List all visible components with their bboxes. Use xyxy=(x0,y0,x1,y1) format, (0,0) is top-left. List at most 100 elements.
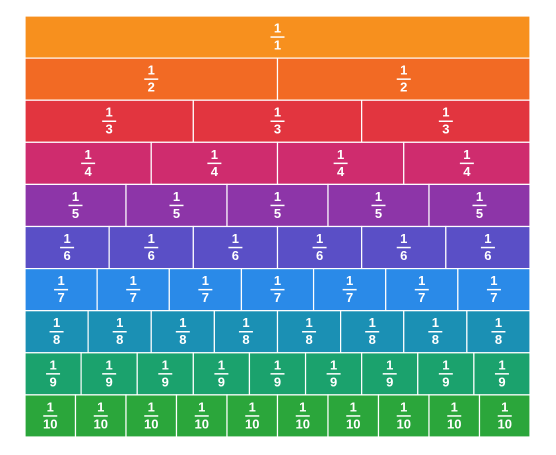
numerator: 1 xyxy=(476,189,483,204)
denominator: 5 xyxy=(274,206,281,221)
denominator: 5 xyxy=(476,206,483,221)
numerator: 1 xyxy=(495,315,502,330)
numerator: 1 xyxy=(211,147,218,162)
numerator: 1 xyxy=(148,399,155,414)
numerator: 1 xyxy=(242,315,249,330)
denominator: 10 xyxy=(245,416,259,431)
numerator: 1 xyxy=(47,399,54,414)
denominator: 6 xyxy=(316,248,323,263)
denominator: 10 xyxy=(346,416,360,431)
denominator: 10 xyxy=(296,416,310,431)
denominator: 2 xyxy=(400,80,407,95)
denominator: 6 xyxy=(63,248,70,263)
denominator: 6 xyxy=(232,248,239,263)
numerator: 1 xyxy=(218,357,225,372)
numerator: 1 xyxy=(57,273,64,288)
denominator: 9 xyxy=(162,374,169,389)
numerator: 1 xyxy=(173,189,180,204)
numerator: 1 xyxy=(400,63,407,78)
numerator: 1 xyxy=(130,273,137,288)
numerator: 1 xyxy=(337,147,344,162)
numerator: 1 xyxy=(463,147,470,162)
denominator: 8 xyxy=(495,332,502,347)
denominator: 5 xyxy=(72,206,79,221)
denominator: 6 xyxy=(400,248,407,263)
numerator: 1 xyxy=(484,231,491,246)
numerator: 1 xyxy=(442,105,449,120)
numerator: 1 xyxy=(375,189,382,204)
numerator: 1 xyxy=(418,273,425,288)
numerator: 1 xyxy=(274,20,281,35)
denominator: 10 xyxy=(397,416,411,431)
denominator: 10 xyxy=(94,416,108,431)
numerator: 1 xyxy=(330,357,337,372)
numerator: 1 xyxy=(106,105,113,120)
denominator: 9 xyxy=(498,374,505,389)
numerator: 1 xyxy=(350,399,357,414)
denominator: 9 xyxy=(386,374,393,389)
numerator: 1 xyxy=(72,189,79,204)
numerator: 1 xyxy=(274,357,281,372)
numerator: 1 xyxy=(198,399,205,414)
denominator: 9 xyxy=(218,374,225,389)
numerator: 1 xyxy=(299,399,306,414)
denominator: 10 xyxy=(195,416,209,431)
numerator: 1 xyxy=(179,315,186,330)
numerator: 1 xyxy=(274,105,281,120)
fraction-cell xyxy=(361,352,419,396)
denominator: 5 xyxy=(375,206,382,221)
denominator: 4 xyxy=(211,164,219,179)
denominator: 7 xyxy=(490,290,497,305)
denominator: 10 xyxy=(498,416,512,431)
denominator: 3 xyxy=(442,122,449,137)
numerator: 1 xyxy=(63,231,70,246)
denominator: 8 xyxy=(179,332,186,347)
denominator: 9 xyxy=(274,374,281,389)
denominator: 10 xyxy=(43,416,57,431)
numerator: 1 xyxy=(274,189,281,204)
numerator: 1 xyxy=(451,399,458,414)
denominator: 9 xyxy=(330,374,337,389)
denominator: 4 xyxy=(463,164,471,179)
denominator: 6 xyxy=(484,248,491,263)
denominator: 6 xyxy=(148,248,155,263)
numerator: 1 xyxy=(85,147,92,162)
denominator: 4 xyxy=(337,164,345,179)
denominator: 7 xyxy=(202,290,209,305)
fraction-cell xyxy=(457,268,531,312)
numerator: 1 xyxy=(432,315,439,330)
numerator: 1 xyxy=(386,357,393,372)
denominator: 1 xyxy=(274,37,281,52)
numerator: 1 xyxy=(106,357,113,372)
denominator: 9 xyxy=(49,374,56,389)
denominator: 7 xyxy=(418,290,425,305)
denominator: 8 xyxy=(242,332,249,347)
denominator: 3 xyxy=(106,122,113,137)
numerator: 1 xyxy=(97,399,104,414)
denominator: 10 xyxy=(447,416,461,431)
numerator: 1 xyxy=(498,357,505,372)
numerator: 1 xyxy=(369,315,376,330)
numerator: 1 xyxy=(400,231,407,246)
denominator: 4 xyxy=(85,164,93,179)
denominator: 8 xyxy=(53,332,60,347)
denominator: 7 xyxy=(57,290,64,305)
denominator: 9 xyxy=(442,374,449,389)
numerator: 1 xyxy=(316,231,323,246)
denominator: 7 xyxy=(274,290,281,305)
denominator: 9 xyxy=(106,374,113,389)
numerator: 1 xyxy=(162,357,169,372)
numerator: 1 xyxy=(400,399,407,414)
numerator: 1 xyxy=(148,231,155,246)
denominator: 7 xyxy=(346,290,353,305)
numerator: 1 xyxy=(490,273,497,288)
numerator: 1 xyxy=(232,231,239,246)
denominator: 10 xyxy=(144,416,158,431)
denominator: 2 xyxy=(148,80,155,95)
numerator: 1 xyxy=(346,273,353,288)
numerator: 1 xyxy=(501,399,508,414)
numerator: 1 xyxy=(49,357,56,372)
numerator: 1 xyxy=(305,315,312,330)
